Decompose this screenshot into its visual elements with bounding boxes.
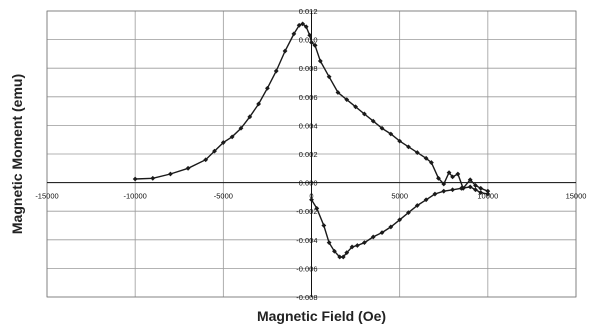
data-point xyxy=(326,74,332,80)
series-2 xyxy=(312,42,491,194)
data-point xyxy=(388,131,394,137)
series-line xyxy=(135,23,316,180)
data-point xyxy=(344,250,350,256)
data-point xyxy=(150,175,156,181)
data-point xyxy=(185,165,191,171)
data-point xyxy=(370,118,376,124)
data-point xyxy=(203,157,209,163)
data-point xyxy=(467,184,473,190)
data-point xyxy=(340,254,346,260)
data-point xyxy=(485,188,491,194)
x-tick-label: 15000 xyxy=(566,192,587,201)
data-point xyxy=(291,31,297,37)
data-point xyxy=(309,40,314,45)
data-point xyxy=(335,90,341,95)
data-point xyxy=(247,114,253,120)
y-tick-label: 0.000 xyxy=(299,179,318,188)
data-point xyxy=(441,188,447,194)
x-tick-label: 0 xyxy=(309,192,313,201)
y-tick-label: 0.010 xyxy=(299,36,318,45)
data-point xyxy=(406,210,411,216)
data-point xyxy=(485,191,491,197)
data-point xyxy=(212,148,217,154)
data-point xyxy=(446,170,452,175)
data-point xyxy=(423,155,429,161)
data-point xyxy=(326,240,332,246)
data-point xyxy=(441,181,447,187)
data-point xyxy=(414,150,420,155)
y-axis-title: Magnetic Moment (emu) xyxy=(9,74,25,234)
data-point xyxy=(473,183,478,188)
y-tick-label: -0.002 xyxy=(296,207,317,216)
data-point xyxy=(332,248,337,254)
x-tick-label: -5000 xyxy=(214,192,233,201)
data-point xyxy=(303,24,309,30)
data-point xyxy=(354,243,360,248)
data-point xyxy=(353,104,358,110)
data-point xyxy=(300,21,306,27)
data-point xyxy=(397,217,403,223)
x-tick-label: 5000 xyxy=(391,192,408,201)
data-point xyxy=(296,22,302,28)
x-tick-label: -15000 xyxy=(35,192,58,201)
data-point xyxy=(312,42,318,48)
data-point xyxy=(132,176,138,182)
data-point xyxy=(314,205,320,211)
data-point xyxy=(406,144,411,150)
series-layer xyxy=(132,21,491,260)
data-point xyxy=(467,177,473,183)
y-tick-label: 0.002 xyxy=(299,150,318,159)
data-point xyxy=(362,240,367,246)
data-point xyxy=(337,254,343,260)
data-point xyxy=(429,160,434,165)
data-point xyxy=(397,138,403,144)
data-point xyxy=(265,85,270,91)
y-tick-label: 0.004 xyxy=(299,121,318,130)
data-point xyxy=(450,187,455,193)
data-point xyxy=(455,171,461,177)
data-point xyxy=(370,234,376,240)
data-point xyxy=(379,230,385,236)
data-point xyxy=(256,101,261,107)
y-tick-label: 0.012 xyxy=(299,7,318,16)
data-point xyxy=(432,191,438,197)
data-point xyxy=(321,223,327,228)
data-point xyxy=(317,58,323,64)
y-tick-label: 0.006 xyxy=(299,93,318,102)
data-point xyxy=(220,140,226,145)
data-point xyxy=(273,68,279,74)
data-point xyxy=(450,174,455,180)
data-point xyxy=(379,125,385,131)
data-point xyxy=(414,203,420,208)
data-point xyxy=(436,175,441,181)
data-point xyxy=(344,97,350,103)
x-axis-title: Magnetic Field (Oe) xyxy=(257,308,386,324)
axes xyxy=(46,10,577,298)
y-tick-labels: -0.008 -0.006 -0.004 -0.002 0.000 0.002 0.004 0… xyxy=(296,7,317,302)
data-point xyxy=(388,224,394,230)
data-point xyxy=(168,171,173,177)
data-point xyxy=(307,32,313,38)
series-1 xyxy=(132,21,318,182)
series-line xyxy=(314,45,489,192)
y-tick-label: -0.004 xyxy=(296,236,317,245)
data-point xyxy=(478,190,484,196)
y-tick-label: 0.008 xyxy=(299,64,318,73)
data-point xyxy=(458,185,464,191)
y-tick-label: -0.006 xyxy=(296,264,317,273)
data-point xyxy=(362,111,367,117)
data-point xyxy=(282,48,288,54)
data-point xyxy=(473,187,478,193)
y-tick-label: -0.008 xyxy=(296,293,317,302)
data-point xyxy=(238,125,244,131)
x-tick-label: -10000 xyxy=(123,192,146,201)
data-point xyxy=(349,244,355,250)
data-point xyxy=(309,197,314,203)
data-point xyxy=(229,134,235,140)
series-3 xyxy=(309,184,491,260)
data-point xyxy=(423,197,429,203)
data-point xyxy=(478,185,484,191)
